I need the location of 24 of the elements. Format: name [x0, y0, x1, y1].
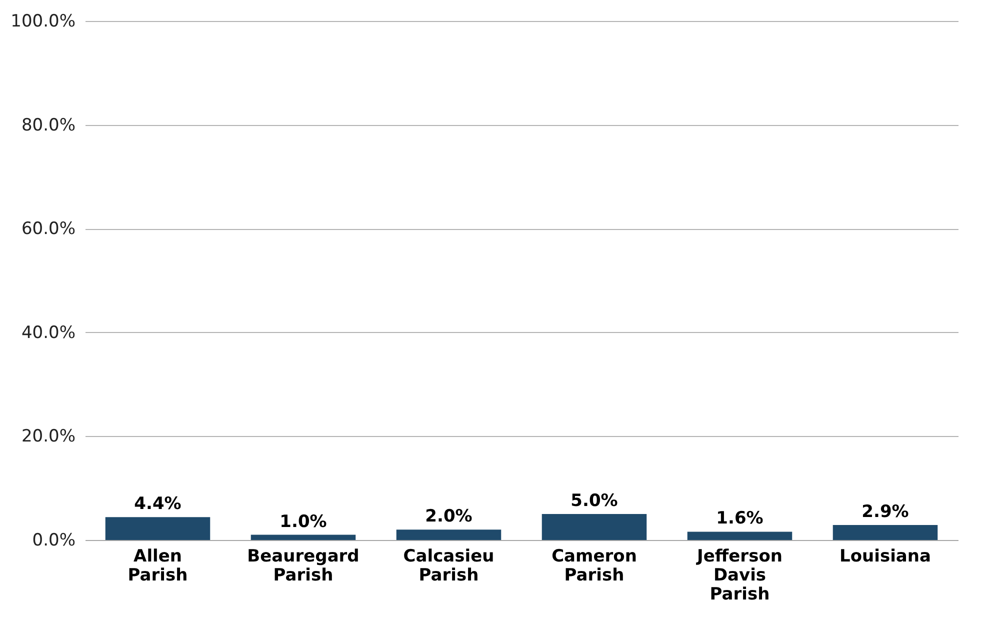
x-tick-label: Jefferson Davis Parish	[696, 546, 782, 604]
data-label: 1.6%	[716, 508, 764, 529]
x-tick-label: Cameron Parish	[552, 546, 637, 586]
bar	[542, 514, 647, 540]
data-label: 2.9%	[862, 502, 909, 522]
y-tick-label: 80.0%	[21, 115, 76, 136]
y-tick-label: 60.0%	[21, 219, 76, 240]
y-tick-label: 100.0%	[10, 12, 76, 32]
y-tick-label: 0.0%	[32, 530, 76, 550]
x-tick-label: Allen Parish	[128, 546, 188, 586]
y-tick-label: 20.0%	[21, 426, 76, 447]
bar	[396, 530, 502, 540]
data-label: 5.0%	[570, 491, 618, 512]
data-label: 4.4%	[134, 494, 182, 514]
x-tick-label: Calcasieu Parish	[403, 546, 494, 586]
x-tick-label: Beauregard Parish	[247, 546, 360, 586]
y-tick-label: 40.0%	[21, 322, 76, 343]
bar	[832, 524, 938, 540]
data-label: 1.0%	[280, 512, 327, 532]
bar	[105, 517, 210, 540]
bar	[250, 534, 356, 540]
data-label: 2.0%	[425, 506, 472, 527]
x-tick-label: Louisiana	[840, 546, 931, 566]
bar	[687, 532, 792, 540]
